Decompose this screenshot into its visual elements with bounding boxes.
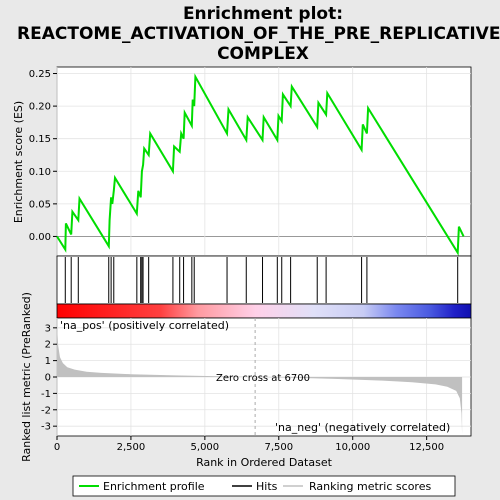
legend-label-hits: Hits <box>256 480 278 493</box>
metric-y-axis-label: Ranked list metric (PreRanked) <box>20 292 33 462</box>
es-y-tick-label: 0.10 <box>29 167 51 178</box>
x-tick-label: 0 <box>54 442 60 453</box>
negative-correlated-label: 'na_neg' (negatively correlated) <box>275 421 450 434</box>
metric-y-tick-label: 2 <box>45 340 51 351</box>
rank-heatmap-bar <box>56 303 472 319</box>
x-tick-label: 7,500 <box>264 442 293 453</box>
legend-box <box>72 475 456 497</box>
es-y-tick-label: 0.20 <box>29 102 51 113</box>
x-axis-label: Rank in Ordered Dataset <box>196 456 333 469</box>
x-tick-label: 10,000 <box>335 442 370 453</box>
es-gridlines <box>56 67 471 256</box>
ranking-metric-area <box>57 326 463 435</box>
metric-y-tick-label: 1 <box>45 356 51 367</box>
x-axis-ticks: 0 2,500 5,000 7,500 10,000 12,500 <box>54 436 444 453</box>
es-y-tick-label: 0.00 <box>29 232 51 243</box>
x-tick-label: 5,000 <box>191 442 220 453</box>
legend-label-metric: Ranking metric scores <box>309 480 431 493</box>
title-line-2: REACTOME_ACTIVATION_OF_THE_PRE_REPLICATI… <box>17 24 500 44</box>
title-line-3: COMPLEX <box>217 44 309 64</box>
x-tick-label: 12,500 <box>409 442 444 453</box>
metric-y-tick-label: -2 <box>41 405 51 416</box>
es-line <box>56 73 465 256</box>
metric-y-axis-ticks: -3 -2 -1 0 1 2 3 <box>41 323 57 433</box>
hits-marks <box>64 257 459 303</box>
es-y-tick-label: 0.15 <box>29 134 51 145</box>
es-y-tick-label: 0.25 <box>29 69 51 80</box>
metric-y-tick-label: 3 <box>45 323 51 334</box>
es-y-axis-ticks: 0.00 0.05 0.10 0.15 0.20 0.25 <box>29 69 57 243</box>
es-y-axis-label: Enrichment score (ES) <box>12 101 25 223</box>
zero-cross-label: Zero cross at 6700 <box>216 373 310 384</box>
title-line-1: Enrichment plot: <box>183 4 343 24</box>
metric-y-tick-label: -3 <box>41 422 51 433</box>
es-panel-frame <box>56 66 472 257</box>
hits-panel-frame <box>56 255 472 305</box>
metric-y-tick-label: -1 <box>41 389 51 400</box>
es-y-tick-label: 0.05 <box>29 199 51 210</box>
legend-label-enrichment: Enrichment profile <box>103 480 205 493</box>
x-tick-label: 2,500 <box>117 442 146 453</box>
positive-correlated-label: 'na_pos' (positively correlated) <box>60 319 229 332</box>
metric-y-tick-label: 0 <box>45 373 51 384</box>
